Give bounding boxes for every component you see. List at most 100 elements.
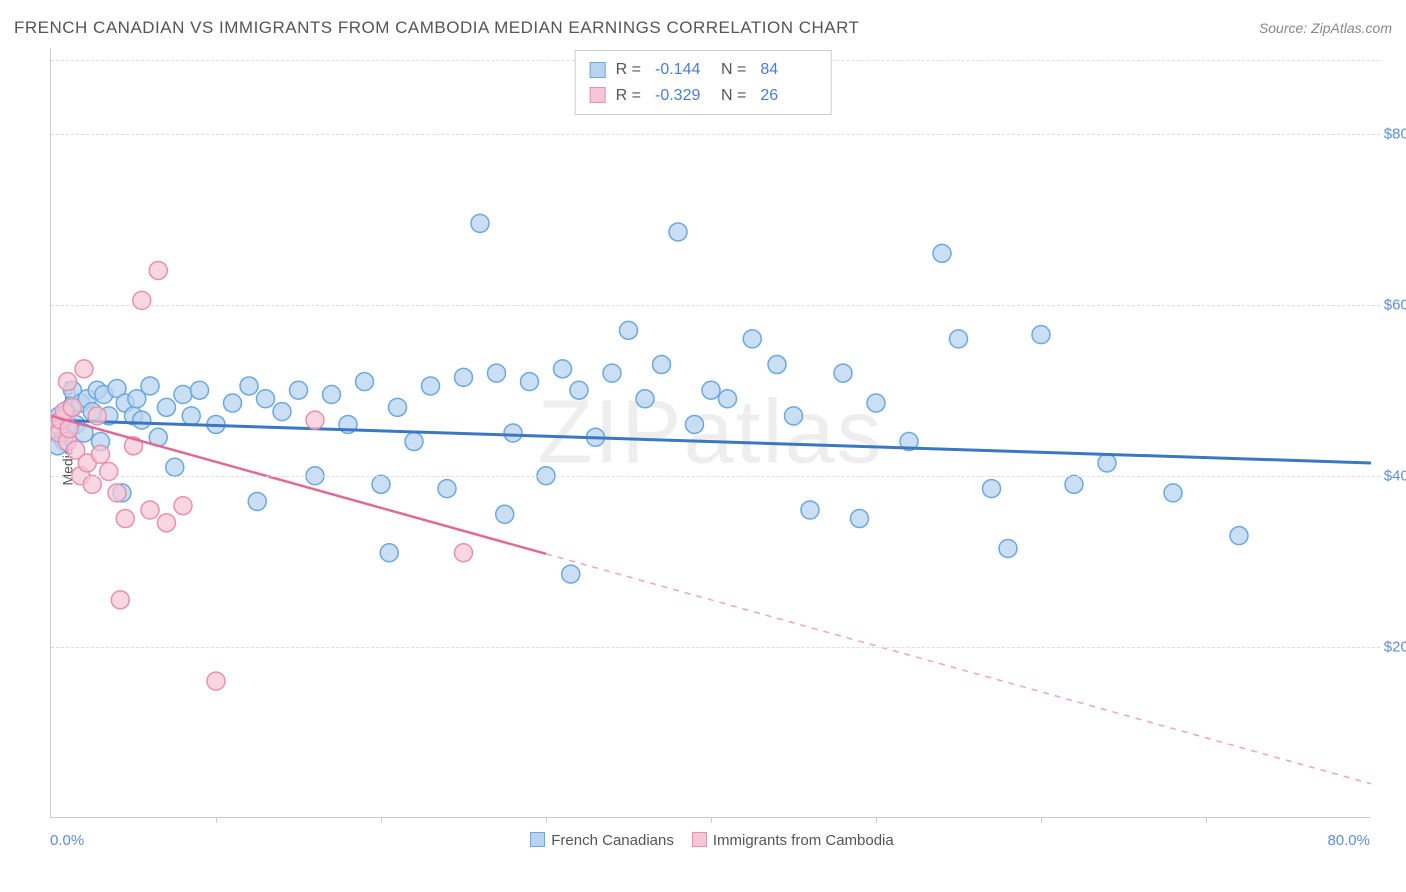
y-tick-label: $40,000 (1384, 467, 1406, 484)
scatter-point (389, 398, 407, 416)
legend-swatch (692, 832, 707, 847)
scatter-point (141, 501, 159, 519)
scatter-point (521, 373, 539, 391)
scatter-point (554, 360, 572, 378)
x-tick (711, 817, 712, 823)
scatter-point (1032, 326, 1050, 344)
scatter-point (933, 244, 951, 262)
stat-n-label: N = (721, 83, 746, 109)
scatter-point (653, 356, 671, 374)
scatter-point (562, 565, 580, 583)
scatter-point (1230, 527, 1248, 545)
scatter-point (323, 386, 341, 404)
scatter-point (290, 381, 308, 399)
legend-label: Immigrants from Cambodia (713, 832, 894, 849)
plot-area: Median Earnings ZIPatlas $20,000$40,000$… (50, 48, 1370, 818)
stat-r-label: R = (616, 57, 641, 83)
scatter-point (372, 475, 390, 493)
scatter-point (983, 480, 1001, 498)
scatter-point (133, 411, 151, 429)
scatter-point (801, 501, 819, 519)
stats-legend-box: R =-0.144N =84R =-0.329N =26 (575, 50, 832, 115)
scatter-point (182, 407, 200, 425)
scatter-point (174, 386, 192, 404)
scatter-point (702, 381, 720, 399)
stats-row: R = -0.329 N = 26 (590, 83, 817, 109)
scatter-point (166, 458, 184, 476)
y-tick-label: $60,000 (1384, 296, 1406, 313)
scatter-point (950, 330, 968, 348)
scatter-point (83, 475, 101, 493)
scatter-point (620, 321, 638, 339)
trend-line (51, 420, 1371, 463)
scatter-point (59, 373, 77, 391)
chart-title: FRENCH CANADIAN VS IMMIGRANTS FROM CAMBO… (14, 18, 859, 38)
scatter-point (570, 381, 588, 399)
bottom-legend: French Canadians Immigrants from Cambodia (0, 832, 1406, 849)
scatter-point (768, 356, 786, 374)
scatter-point (248, 492, 266, 510)
stat-n-value: 26 (760, 83, 816, 109)
legend-label: French Canadians (551, 832, 674, 849)
scatter-point (158, 398, 176, 416)
scatter-point (851, 510, 869, 528)
stat-r-label: R = (616, 83, 641, 109)
scatter-point (380, 544, 398, 562)
scatter-point (785, 407, 803, 425)
x-tick (876, 817, 877, 823)
x-tick (216, 817, 217, 823)
y-tick-label: $20,000 (1384, 638, 1406, 655)
scatter-point (455, 368, 473, 386)
scatter-point (75, 360, 93, 378)
stat-n-value: 84 (760, 57, 816, 83)
scatter-point (438, 480, 456, 498)
x-tick (381, 817, 382, 823)
scatter-point (422, 377, 440, 395)
scatter-point (174, 497, 192, 515)
scatter-point (504, 424, 522, 442)
scatter-point (488, 364, 506, 382)
trend-line-dashed (546, 554, 1371, 784)
stats-row: R =-0.144N =84 (590, 57, 817, 83)
scatter-point (603, 364, 621, 382)
grid-line (51, 305, 1380, 306)
legend-swatch (590, 62, 606, 78)
scatter-point (92, 445, 110, 463)
y-tick-label: $80,000 (1384, 125, 1406, 142)
scatter-point (133, 291, 151, 309)
scatter-point (405, 433, 423, 451)
scatter-svg (51, 48, 1371, 818)
legend-swatch (530, 832, 545, 847)
stat-n-label: N = (721, 57, 746, 83)
scatter-point (686, 415, 704, 433)
scatter-point (63, 398, 81, 416)
scatter-point (496, 505, 514, 523)
scatter-point (867, 394, 885, 412)
scatter-point (999, 540, 1017, 558)
x-tick (1041, 817, 1042, 823)
scatter-point (207, 672, 225, 690)
grid-line (51, 134, 1380, 135)
source-label: Source: ZipAtlas.com (1259, 20, 1392, 36)
scatter-point (1098, 454, 1116, 472)
scatter-point (306, 411, 324, 429)
x-tick (1206, 817, 1207, 823)
grid-line (51, 476, 1380, 477)
scatter-point (719, 390, 737, 408)
scatter-point (834, 364, 852, 382)
scatter-point (273, 403, 291, 421)
legend-swatch (590, 87, 606, 103)
scatter-point (636, 390, 654, 408)
scatter-point (240, 377, 258, 395)
scatter-point (743, 330, 761, 348)
scatter-point (116, 510, 134, 528)
scatter-point (257, 390, 275, 408)
scatter-point (356, 373, 374, 391)
scatter-point (158, 514, 176, 532)
scatter-point (149, 261, 167, 279)
scatter-point (191, 381, 209, 399)
scatter-point (100, 463, 118, 481)
scatter-point (224, 394, 242, 412)
grid-line (51, 647, 1380, 648)
stat-r-value: -0.329 (655, 83, 711, 109)
